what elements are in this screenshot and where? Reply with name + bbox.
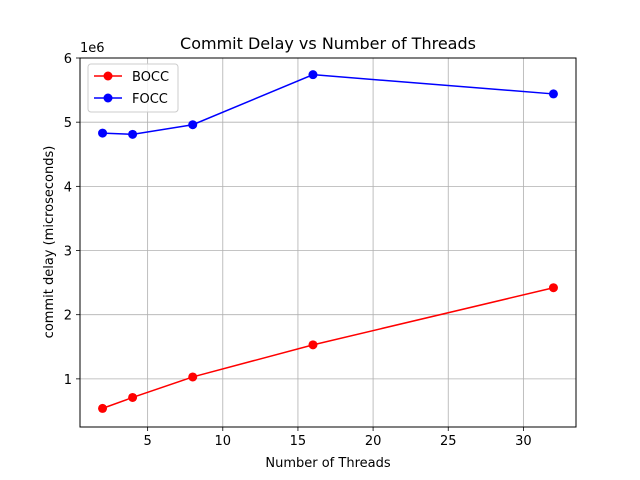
legend-marker-bocc xyxy=(103,71,113,81)
chart-title: Commit Delay vs Number of Threads xyxy=(180,34,476,53)
x-axis-label: Number of Threads xyxy=(265,456,390,471)
x-tick-label: 5 xyxy=(143,434,151,449)
data-point-bocc xyxy=(128,392,138,402)
y-axis-ticks: 1 2 3 4 5 6 xyxy=(64,52,80,388)
legend-marker-focc xyxy=(103,93,113,103)
grid-lines xyxy=(80,57,576,427)
y-axis-label: commit delay (microseconds) xyxy=(42,146,57,339)
legend: BOCC FOCC xyxy=(87,63,179,113)
data-point-focc xyxy=(128,129,138,139)
y-tick-label: 5 xyxy=(64,116,72,131)
x-tick-label: 10 xyxy=(215,434,232,449)
x-tick-label: 20 xyxy=(365,434,382,449)
data-point-bocc xyxy=(548,283,558,293)
y-axis-offset-label: 1e6 xyxy=(80,41,105,56)
x-axis-ticks: 5 10 15 20 25 30 xyxy=(143,427,532,449)
series-layer xyxy=(98,70,558,413)
y-tick-label: 1 xyxy=(64,373,72,388)
data-point-focc xyxy=(188,120,198,130)
x-tick-label: 15 xyxy=(290,434,307,449)
plot-frame xyxy=(79,57,577,428)
legend-label-focc: FOCC xyxy=(132,92,168,107)
data-point-focc xyxy=(308,70,318,80)
y-tick-label: 6 xyxy=(64,52,72,67)
x-tick-label: 30 xyxy=(515,434,532,449)
legend-label-bocc: BOCC xyxy=(132,70,169,85)
y-tick-label: 4 xyxy=(64,180,72,195)
data-point-focc xyxy=(548,89,558,99)
y-tick-label: 2 xyxy=(64,309,72,324)
x-tick-label: 25 xyxy=(440,434,457,449)
data-point-bocc xyxy=(98,403,108,413)
data-point-focc xyxy=(98,128,108,138)
data-point-bocc xyxy=(188,372,198,382)
y-tick-label: 3 xyxy=(64,245,72,260)
data-point-bocc xyxy=(308,340,318,350)
